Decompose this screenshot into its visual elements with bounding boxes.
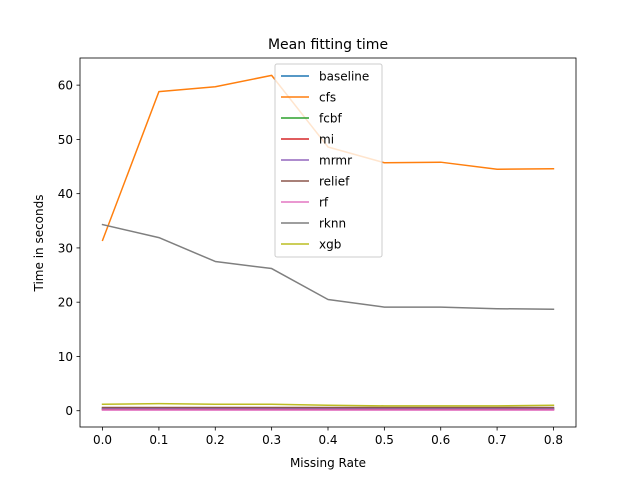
x-tick-label: 0.7 bbox=[488, 433, 507, 447]
chart-title: Mean fitting time bbox=[268, 37, 388, 53]
y-tick-label: 30 bbox=[58, 241, 73, 255]
series-line-rknn bbox=[101, 223, 555, 311]
y-tick-label: 40 bbox=[58, 187, 73, 201]
y-tick-label: 0 bbox=[65, 404, 73, 418]
legend-label-relief: relief bbox=[319, 175, 350, 189]
x-tick-label: 0.6 bbox=[431, 433, 450, 447]
y-tick-label: 20 bbox=[58, 296, 73, 310]
x-tick-label: 0.2 bbox=[206, 433, 225, 447]
x-tick-label: 0.5 bbox=[375, 433, 394, 447]
x-tick-label: 0.3 bbox=[262, 433, 281, 447]
plot-area: 0.0 0.1 0.2 0.3 0.4 0.5 0.6 0.7 0.8 0 10 20 30 40 50 60 bbox=[58, 57, 577, 447]
legend: baseline cfs fcbf mi mrmr relief rf rknn xgb bbox=[274, 63, 383, 258]
x-tick-label: 0.0 bbox=[93, 433, 112, 447]
legend-label-cfs: cfs bbox=[319, 91, 336, 105]
legend-label-mi: mi bbox=[319, 133, 334, 147]
y-tick-label: 10 bbox=[58, 350, 73, 364]
x-tick-label: 0.1 bbox=[149, 433, 168, 447]
legend-label-baseline: baseline bbox=[319, 70, 369, 84]
legend-label-mrmr: mrmr bbox=[319, 154, 352, 168]
y-tick-label: 60 bbox=[58, 79, 73, 93]
y-tick-label: 50 bbox=[58, 133, 73, 147]
x-axis-label: Missing Rate bbox=[290, 456, 366, 470]
legend-label-rknn: rknn bbox=[319, 217, 346, 231]
legend-label-xgb: xgb bbox=[319, 238, 341, 252]
series-line-xgb bbox=[101, 402, 555, 407]
x-tick-label: 0.4 bbox=[318, 433, 337, 447]
y-axis-label: Time in seconds bbox=[32, 195, 46, 293]
x-tick-label: 0.8 bbox=[544, 433, 563, 447]
legend-label-fcbf: fcbf bbox=[319, 112, 342, 126]
legend-box bbox=[274, 63, 383, 258]
legend-label-rf: rf bbox=[319, 196, 329, 210]
series-lines bbox=[101, 74, 555, 411]
